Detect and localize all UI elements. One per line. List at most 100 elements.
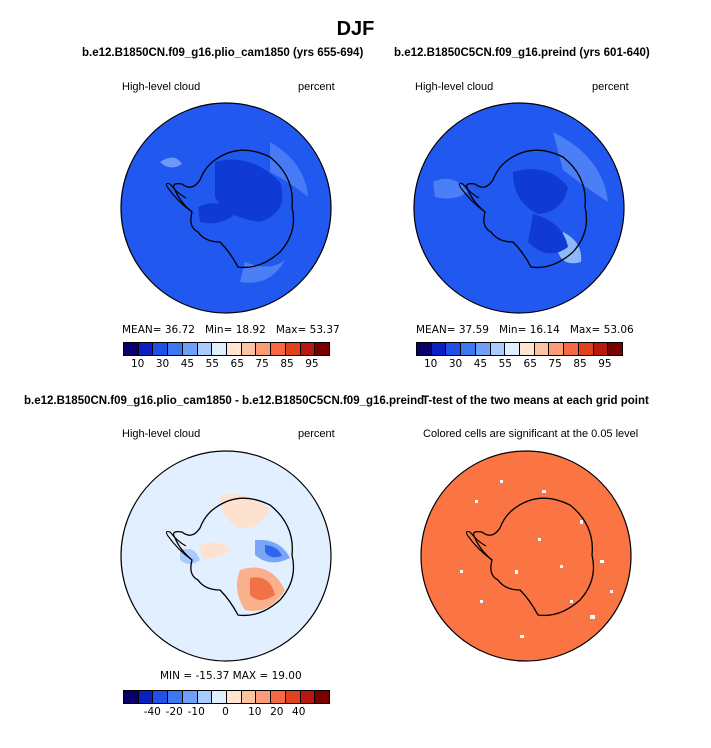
panel3-strong-warm-patch: [250, 577, 275, 600]
panel3-colorbar: [123, 690, 330, 704]
colorbar-swatch: [417, 343, 432, 355]
colorbar-tick-label: 75: [255, 358, 269, 370]
panel3-strong-cool-patch: [265, 545, 282, 558]
colorbar-swatch: [227, 343, 242, 355]
panel4-map: [420, 450, 632, 662]
colorbar-swatch: [315, 691, 330, 703]
colorbar-swatch: [197, 343, 213, 355]
colorbar-swatch: [431, 343, 447, 355]
colorbar-tick-label: 45: [473, 358, 488, 370]
panel1-light-patch: [160, 157, 182, 168]
panel1-dark-patch: [215, 159, 283, 222]
colorbar-swatch: [256, 691, 272, 703]
colorbar-swatch: [124, 691, 139, 703]
panel2-colorbar: [416, 342, 623, 356]
panel1-colorbar-ticks: 10 30 45 55 65 75 85 95: [123, 358, 328, 372]
colorbar-tick-label: 40: [292, 706, 306, 718]
panel2-antarctica-outline: [465, 149, 588, 269]
colorbar-swatch: [520, 343, 535, 355]
panel1-title: b.e12.B1850CN.f09_g16.plio_cam1850 (yrs …: [82, 47, 364, 59]
colorbar-tick-label: 10: [423, 358, 438, 370]
colorbar-swatch: [271, 691, 286, 703]
panel2-title: b.e12.B1850C5CN.f09_g16.preind (yrs 601-…: [394, 47, 650, 59]
panel4-note: Colored cells are significant at the 0.0…: [423, 428, 639, 440]
panel4-insignificant-cells: [460, 480, 613, 638]
colorbar-swatch: [212, 343, 228, 355]
colorbar-swatch: [182, 343, 198, 355]
colorbar-swatch: [475, 343, 491, 355]
colorbar-tick-label: 75: [548, 358, 562, 370]
colorbar-swatch: [300, 343, 316, 355]
colorbar-swatch: [534, 343, 550, 355]
panel3-field-label: High-level cloud: [122, 428, 201, 440]
colorbar-tick-label: 85: [280, 358, 294, 370]
colorbar-swatch: [153, 343, 169, 355]
panel3-warm-patch: [200, 542, 230, 559]
panel3-map: [120, 450, 332, 662]
panel1-colorbar: [123, 342, 330, 356]
colorbar-tick-label: 95: [305, 358, 319, 370]
panel1-field-label: High-level cloud: [122, 81, 201, 93]
panel2-dark-patch: [513, 169, 568, 214]
colorbar-swatch: [138, 691, 154, 703]
colorbar-tick-label: -20: [165, 706, 183, 718]
colorbar-tick-label: 95: [598, 358, 612, 370]
panel1-antarctica-outline: [172, 149, 295, 269]
panel3-stats: MIN = -15.37 MAX = 19.00: [160, 670, 302, 682]
colorbar-swatch: [564, 343, 579, 355]
panel2-peninsula-outline: [458, 182, 486, 213]
colorbar-swatch: [608, 343, 623, 355]
colorbar-swatch: [490, 343, 506, 355]
colorbar-tick-label: 30: [155, 358, 170, 370]
colorbar-tick-label: 10: [130, 358, 145, 370]
colorbar-tick-label: 20: [270, 706, 284, 718]
colorbar-swatch: [505, 343, 521, 355]
colorbar-swatch: [593, 343, 609, 355]
colorbar-tick-label: 10: [248, 706, 262, 718]
panel1-light-patch: [270, 142, 308, 197]
panel2-colorbar-ticks: 10 30 45 55 65 75 85 95: [416, 358, 621, 372]
colorbar-tick-label: -10: [187, 706, 205, 718]
panel2-field-label: High-level cloud: [415, 81, 494, 93]
panel3-units-label: percent: [298, 428, 335, 440]
panel4-antarctica-outline: [472, 497, 595, 617]
panel1-map: [120, 102, 332, 314]
colorbar-tick-label: -40: [143, 706, 161, 718]
colorbar-tick-label: 85: [573, 358, 587, 370]
colorbar-swatch: [168, 691, 183, 703]
colorbar-swatch: [241, 343, 257, 355]
colorbar-swatch: [182, 691, 198, 703]
colorbar-tick-label: 55: [205, 358, 219, 370]
colorbar-swatch: [446, 343, 462, 355]
colorbar-tick-label: 65: [523, 358, 537, 370]
colorbar-tick-label: 45: [180, 358, 195, 370]
panel1-light-patch: [240, 260, 285, 283]
colorbar-swatch: [241, 691, 257, 703]
panel1-peninsula-outline: [165, 182, 193, 213]
panel2-light-patch: [553, 132, 608, 202]
panel2-disk: [413, 102, 625, 314]
panel2-map: [413, 102, 625, 314]
panel3-colorbar-ticks: -40 -20 -10 0 10 20 40: [123, 706, 328, 720]
panel3-title: b.e12.B1850CN.f09_g16.plio_cam1850 - b.e…: [24, 395, 425, 407]
colorbar-swatch: [197, 691, 213, 703]
panel2-dark-patch: [528, 214, 568, 254]
colorbar-swatch: [138, 343, 154, 355]
figure-title: DJF: [336, 18, 375, 40]
panel2-units-label: percent: [592, 81, 629, 93]
panel1-stats: MEAN= 36.72 Min= 18.92 Max= 53.37: [122, 324, 340, 336]
panel3-peninsula-outline: [165, 530, 193, 561]
colorbar-tick-label: 55: [498, 358, 512, 370]
panel1-units-label: percent: [298, 81, 335, 93]
colorbar-swatch: [168, 343, 183, 355]
colorbar-swatch: [124, 343, 139, 355]
colorbar-swatch: [549, 343, 565, 355]
panel1-dark-patch: [198, 203, 235, 224]
colorbar-swatch: [578, 343, 594, 355]
panel3-warm-patch: [220, 494, 270, 529]
panel2-stats: MEAN= 37.59 Min= 16.14 Max= 53.06: [416, 324, 634, 336]
colorbar-tick-label: 30: [448, 358, 463, 370]
colorbar-swatch: [271, 343, 286, 355]
colorbar-tick-label: 65: [230, 358, 244, 370]
colorbar-swatch: [256, 343, 272, 355]
